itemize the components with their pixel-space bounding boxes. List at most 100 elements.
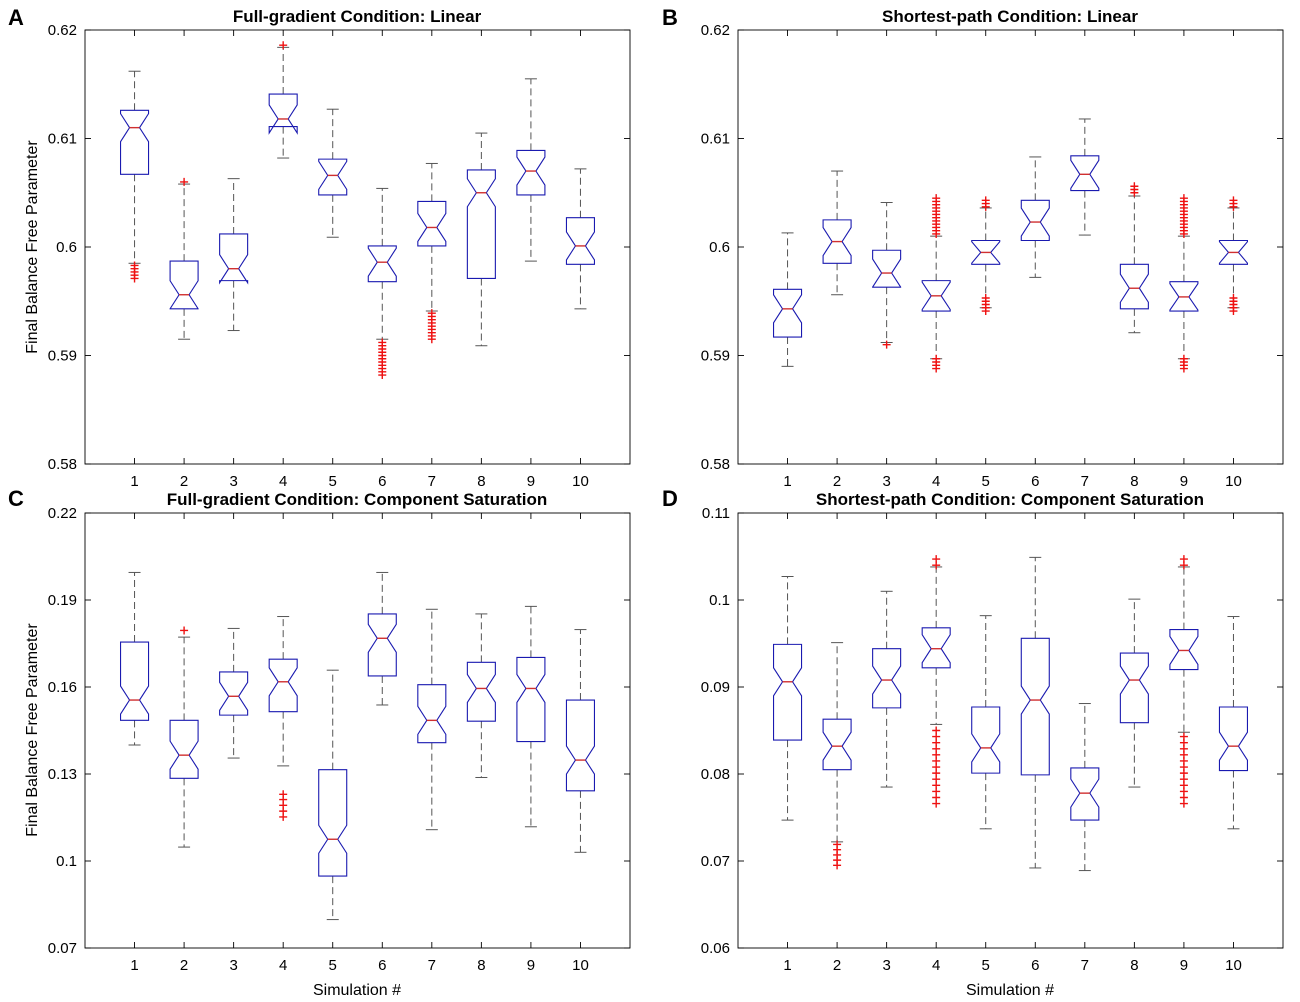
- notched-box: [119, 109, 150, 175]
- outlier-marker: [932, 354, 941, 363]
- notched-box: [417, 200, 447, 247]
- y-tick-label: 0.58: [701, 456, 730, 473]
- outlier-marker: [180, 626, 189, 635]
- notched-box: [219, 233, 249, 285]
- x-tick-label: 6: [378, 473, 386, 490]
- box-sim-3: [872, 202, 902, 349]
- x-tick-label: 10: [572, 473, 589, 490]
- y-tick-label: 0.11: [702, 505, 730, 522]
- panel-b-axes-frame: [737, 29, 1284, 465]
- x-tick-label: 8: [1130, 473, 1138, 490]
- x-tick-label: 4: [279, 473, 287, 490]
- box-sim-8: [1119, 182, 1149, 334]
- y-axis-label-bottom: Final Balance Free Parameter: [24, 623, 41, 837]
- x-tick-label: 7: [428, 473, 436, 490]
- panel-b: B Shortest-path Condition: Linear 0.58 0.…: [662, 5, 1284, 490]
- y-tick-label: 0.59: [701, 348, 730, 365]
- x-tick-label: 6: [378, 957, 386, 974]
- panel-c-title: Full-gradient Condition: Component Satur…: [167, 490, 548, 509]
- x-tick-label: 2: [833, 957, 841, 974]
- notched-box: [268, 93, 298, 135]
- y-tick-label: 0.13: [48, 766, 77, 783]
- panel-b-title: Shortest-path Condition: Linear: [882, 7, 1138, 26]
- outlier-marker: [981, 293, 990, 302]
- box-sim-1: [772, 576, 803, 821]
- x-tick-label: 8: [477, 473, 485, 490]
- notched-box: [921, 627, 951, 669]
- x-tick-label: 5: [329, 957, 337, 974]
- outlier-marker: [1229, 196, 1238, 205]
- notched-box: [169, 260, 199, 310]
- box-sim-5: [971, 615, 1001, 830]
- box-sim-9: [1169, 555, 1199, 808]
- box-sim-1: [119, 571, 150, 746]
- notched-box: [1070, 767, 1100, 821]
- outlier-marker: [180, 177, 189, 186]
- notched-box: [516, 149, 546, 196]
- notched-box: [1119, 263, 1149, 310]
- notched-box: [466, 169, 496, 280]
- outlier-marker: [1130, 182, 1139, 191]
- notched-box: [318, 158, 348, 196]
- notched-box: [1119, 652, 1149, 724]
- x-tick-label: 10: [572, 957, 589, 974]
- panel-a-axes-frame: [84, 29, 631, 465]
- notched-box: [565, 217, 596, 265]
- outlier-marker: [1179, 354, 1188, 363]
- box-sim-5: [318, 669, 348, 921]
- x-tick-label: 4: [932, 473, 940, 490]
- box-sim-2: [169, 177, 199, 340]
- x-tick-label: 10: [1225, 957, 1242, 974]
- x-tick-label: 7: [428, 957, 436, 974]
- outlier-marker: [1179, 555, 1188, 564]
- y-tick-label: 0.1: [56, 853, 77, 870]
- x-tick-label: 1: [130, 957, 138, 974]
- x-tick-label: 7: [1081, 957, 1089, 974]
- box-sim-4: [921, 555, 951, 808]
- notched-box: [268, 658, 298, 713]
- box-sim-4: [921, 194, 951, 373]
- x-tick-label: 9: [527, 473, 535, 490]
- box-sim-6: [1020, 556, 1050, 869]
- x-tick-label: 3: [229, 957, 237, 974]
- box-sim-7: [1070, 703, 1100, 872]
- box-sim-4: [268, 616, 298, 821]
- notched-box: [921, 280, 951, 312]
- box-sim-2: [822, 170, 852, 296]
- y-tick-label: 0.62: [701, 22, 730, 39]
- box-sim-4: [268, 41, 298, 159]
- box-sim-6: [367, 571, 397, 706]
- y-tick-label: 0.16: [48, 679, 77, 696]
- notched-box: [1070, 155, 1100, 192]
- notched-box: [1020, 637, 1050, 776]
- x-tick-label: 3: [882, 473, 890, 490]
- box-sim-10: [565, 629, 596, 853]
- x-tick-label: 10: [1225, 473, 1242, 490]
- outlier-marker: [1179, 732, 1188, 741]
- x-tick-label: 5: [982, 957, 990, 974]
- notched-box: [1169, 629, 1199, 671]
- panel-c-axes-frame: [84, 512, 631, 949]
- box-sim-5: [318, 108, 348, 238]
- x-axis-label-right: Simulation #: [966, 982, 1054, 999]
- notched-box: [565, 699, 596, 792]
- outlier-marker: [279, 41, 288, 50]
- outlier-marker: [932, 726, 941, 735]
- box-sim-5: [971, 196, 1001, 316]
- box-sim-1: [119, 70, 150, 283]
- box-sim-10: [1218, 196, 1249, 316]
- x-tick-label: 8: [1130, 957, 1138, 974]
- box-sim-10: [1218, 616, 1249, 830]
- notched-box: [822, 718, 852, 771]
- outlier-marker: [130, 261, 139, 270]
- y-tick-label: 0.6: [709, 239, 730, 256]
- x-tick-label: 9: [1180, 473, 1188, 490]
- x-tick-label: 9: [527, 957, 535, 974]
- y-axis-label-top: Final Balance Free Parameter: [24, 140, 41, 354]
- box-sim-8: [466, 132, 496, 347]
- box-sim-9: [516, 605, 546, 828]
- x-tick-label: 3: [229, 473, 237, 490]
- box-sim-2: [822, 642, 852, 870]
- outlier-marker: [1179, 194, 1188, 203]
